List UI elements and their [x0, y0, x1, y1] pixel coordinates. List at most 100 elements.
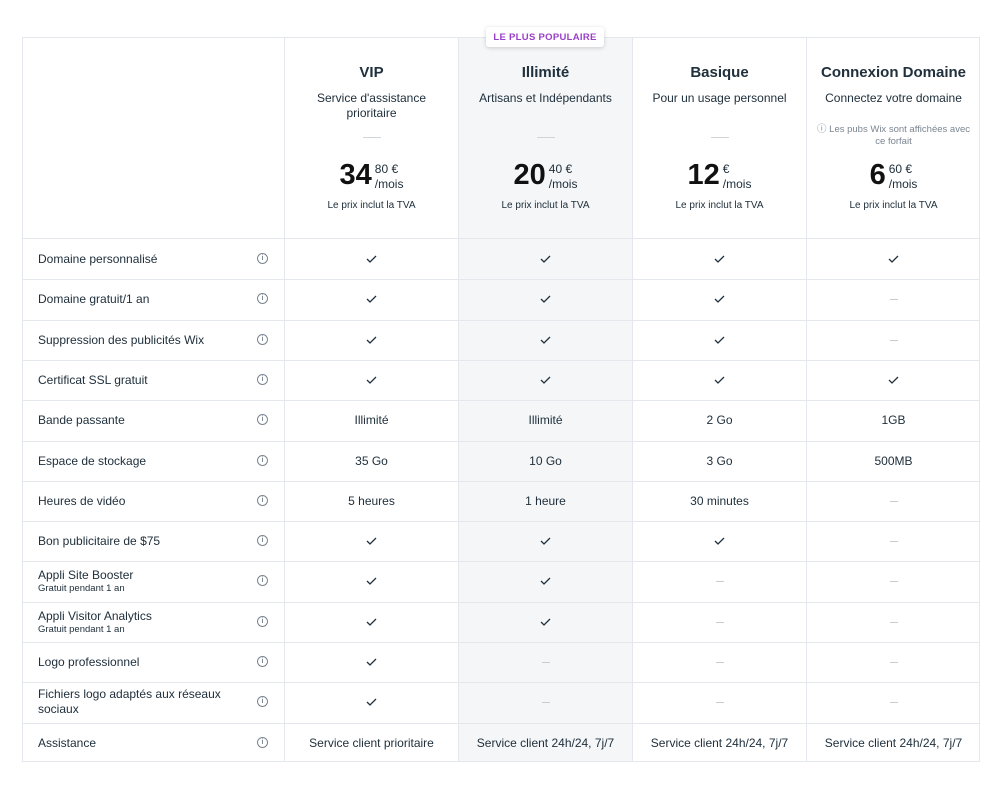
info-icon[interactable]: i — [257, 374, 268, 385]
feature-cell — [285, 521, 458, 561]
feature-cell: Illimité — [459, 400, 632, 440]
feature-cell — [633, 239, 806, 279]
row-divider — [23, 561, 979, 562]
row-divider — [23, 360, 979, 361]
dash-icon — [889, 701, 898, 703]
dash-icon — [715, 701, 724, 703]
check-icon — [540, 577, 551, 585]
feature-cell: 30 minutes — [633, 481, 806, 521]
plan-description: Connectez votre domaine — [825, 91, 962, 105]
feature-row: Suppression des publicités Wix i — [23, 320, 979, 360]
feature-cell — [285, 320, 458, 360]
feature-value: 30 minutes — [690, 494, 749, 508]
feature-name: Suppression des publicités Wix — [38, 332, 205, 347]
feature-name: Assistance — [38, 735, 97, 750]
info-icon[interactable]: i — [257, 414, 268, 425]
info-icon[interactable]: i — [257, 293, 268, 304]
feature-value: 500MB — [874, 454, 913, 468]
check-icon — [366, 537, 377, 545]
check-icon — [888, 255, 899, 263]
info-icon[interactable]: i — [257, 737, 268, 748]
check-icon — [366, 376, 377, 384]
row-divider — [23, 441, 979, 442]
dash-icon — [715, 580, 724, 582]
price-integer: 20 — [513, 159, 546, 191]
feature-label: Espace de stockage — [38, 441, 238, 481]
feature-cell — [633, 561, 806, 601]
price-decimal: 40 € — [548, 162, 573, 176]
row-divider — [23, 400, 979, 401]
column-divider — [458, 38, 459, 761]
row-divider — [23, 642, 979, 643]
check-icon — [366, 336, 377, 344]
price-integer: 12 — [687, 159, 720, 191]
check-icon — [366, 577, 377, 585]
plan-price: 34 80 € /mois — [285, 158, 458, 194]
check-icon — [540, 295, 551, 303]
check-icon — [714, 255, 725, 263]
info-icon[interactable]: i — [257, 616, 268, 627]
row-divider — [23, 602, 979, 603]
feature-label: Appli Visitor Analytics Gratuit pendant … — [38, 602, 238, 642]
price-period: /mois — [888, 177, 918, 191]
check-icon — [714, 336, 725, 344]
check-icon — [366, 255, 377, 263]
dash-icon — [889, 540, 898, 542]
feature-name: Certificat SSL gratuit — [38, 372, 148, 387]
dash-icon — [889, 298, 898, 300]
feature-cell — [633, 602, 806, 642]
row-divider — [23, 682, 979, 683]
info-icon[interactable]: i — [257, 253, 268, 264]
check-icon — [366, 698, 377, 706]
feature-label: Bon publicitaire de $75 — [38, 521, 238, 561]
info-icon[interactable]: i — [257, 455, 268, 466]
feature-cell — [807, 360, 980, 400]
check-icon — [540, 255, 551, 263]
feature-cell — [285, 602, 458, 642]
plan-name: VIP — [359, 64, 384, 81]
feature-cell: Service client 24h/24, 7j/7 — [633, 723, 806, 763]
row-divider — [23, 481, 979, 482]
dash-icon — [715, 621, 724, 623]
feature-label: Fichiers logo adaptés aux réseaux sociau… — [38, 682, 238, 722]
feature-cell — [285, 682, 458, 722]
feature-value: Service client 24h/24, 7j/7 — [476, 736, 615, 750]
check-icon — [540, 336, 551, 344]
feature-value: Service client 24h/24, 7j/7 — [824, 736, 963, 750]
feature-cell — [285, 279, 458, 319]
tva-note: Le prix inclut la TVA — [849, 200, 938, 211]
feature-cell: Service client prioritaire — [285, 723, 458, 763]
feature-value: 10 Go — [529, 454, 562, 468]
plan-name: Connexion Domaine — [820, 64, 966, 81]
row-divider — [23, 521, 979, 522]
check-icon — [540, 376, 551, 384]
feature-cell: 10 Go — [459, 441, 632, 481]
check-icon — [366, 618, 377, 626]
check-icon — [540, 618, 551, 626]
plan-description: Service d'assistance prioritaire — [316, 91, 426, 120]
feature-cell — [285, 360, 458, 400]
feature-cell — [459, 602, 632, 642]
info-icon[interactable]: i — [257, 656, 268, 667]
feature-cell — [459, 561, 632, 601]
check-icon — [714, 537, 725, 545]
feature-row: Appli Visitor Analytics Gratuit pendant … — [23, 602, 979, 642]
feature-cell — [807, 320, 980, 360]
feature-cell — [807, 642, 980, 682]
feature-row: Certificat SSL gratuit i — [23, 360, 979, 400]
feature-cell: 35 Go — [285, 441, 458, 481]
feature-cell — [459, 360, 632, 400]
feature-row: Heures de vidéo i 5 heures 1 heure 30 minut… — [23, 481, 979, 521]
dash-icon — [715, 661, 724, 663]
feature-value: 35 Go — [355, 454, 388, 468]
column-divider — [806, 38, 807, 761]
feature-value: Illimité — [354, 413, 389, 427]
info-icon[interactable]: i — [257, 575, 268, 586]
feature-cell: Service client 24h/24, 7j/7 — [459, 723, 632, 763]
info-icon[interactable]: i — [257, 696, 268, 707]
info-icon[interactable]: i — [257, 495, 268, 506]
info-icon[interactable]: i — [257, 535, 268, 546]
plan-separator — [536, 137, 555, 138]
info-icon[interactable]: i — [257, 334, 268, 345]
feature-row: Espace de stockage i 35 Go 10 Go 3 Go 500MB — [23, 441, 979, 481]
